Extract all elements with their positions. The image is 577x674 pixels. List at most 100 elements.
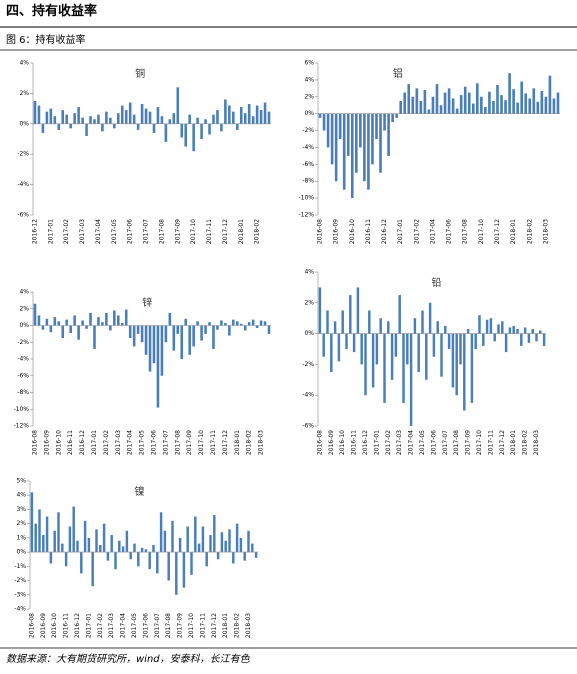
bar — [536, 101, 540, 114]
bar — [116, 113, 120, 124]
bar — [516, 102, 519, 114]
bar — [247, 322, 251, 326]
bar — [235, 523, 239, 553]
x-tick-label: 2016-09 — [43, 430, 50, 455]
x-tick-label: 2017-08 — [453, 430, 460, 455]
bar — [163, 530, 167, 553]
bar — [57, 123, 61, 130]
chart: -12% -10% -8% -6% -4% -2% 0% 2% 4% 6% 2016-08 2016-… — [298, 60, 560, 244]
bar — [118, 540, 121, 553]
bar — [451, 98, 455, 114]
bar — [89, 312, 92, 326]
bar — [73, 113, 76, 124]
bar — [171, 520, 174, 553]
chart-title: 铅 — [432, 276, 442, 289]
bar — [116, 315, 120, 326]
bar — [110, 535, 113, 553]
bar — [105, 312, 108, 326]
bar — [160, 116, 164, 124]
y-tick-label: 4% — [19, 60, 29, 67]
bar — [168, 312, 172, 326]
chart: -6% -4% -2% 0% 2% 4% 2016-12 2017-01 2017-02 2017… — [17, 60, 271, 244]
bar — [243, 325, 247, 331]
bar — [120, 322, 124, 326]
bar — [364, 333, 367, 396]
bar — [497, 324, 500, 334]
bar — [504, 333, 508, 353]
bar — [394, 333, 398, 357]
y-tick-label: -10% — [13, 406, 29, 413]
bar — [435, 84, 439, 114]
x-tick-label: 2017-02 — [63, 219, 70, 244]
bar — [101, 322, 104, 326]
bar — [197, 543, 201, 553]
bar — [367, 113, 370, 190]
bar — [330, 113, 334, 165]
x-tick-label: 2016-12 — [79, 430, 86, 455]
figure-caption: 图 6：持有收益率 — [6, 33, 86, 46]
bar — [403, 92, 407, 114]
x-tick-label: 2017-06 — [446, 219, 453, 244]
y-tick-label: 0% — [19, 322, 29, 329]
bar — [228, 105, 231, 124]
x-tick-label: 2017-01 — [397, 219, 404, 244]
x-tick-label: 2017-09 — [174, 219, 181, 244]
bar — [326, 113, 330, 148]
bar — [379, 113, 382, 173]
x-tick-label: 2017-02 — [103, 430, 110, 455]
bar — [69, 325, 72, 334]
bar — [152, 325, 156, 364]
bar — [160, 325, 164, 376]
bar — [204, 119, 207, 124]
bar — [417, 333, 420, 373]
bar — [425, 333, 428, 380]
bar — [102, 523, 106, 553]
bar — [42, 535, 45, 553]
x-tick-label: 2018-01 — [510, 219, 517, 244]
bar — [93, 119, 96, 124]
x-tick-label: 2017-09 — [465, 430, 472, 455]
bar — [318, 113, 322, 118]
bar — [148, 325, 152, 372]
x-tick-label: 2017-03 — [108, 613, 115, 638]
bar — [76, 540, 79, 553]
bar — [99, 545, 102, 553]
bar — [220, 320, 223, 326]
bar — [144, 108, 148, 124]
x-tick-label: 2017-12 — [499, 430, 506, 455]
x-tick-label: 2017-04 — [127, 430, 134, 455]
y-tick-label: -12% — [13, 423, 29, 430]
bar — [45, 516, 49, 553]
bar — [349, 295, 352, 334]
bar — [106, 552, 110, 561]
bar — [64, 552, 68, 567]
x-tick-label: 2017-06 — [430, 430, 437, 455]
x-tick-label: 2018-01 — [510, 430, 517, 455]
x-tick-label: 2016-12 — [362, 430, 369, 455]
bar — [124, 110, 128, 124]
x-tick-label: 2017-10 — [188, 613, 195, 638]
x-tick-label: 2017-11 — [206, 219, 213, 244]
bar — [85, 123, 88, 136]
bar — [407, 84, 411, 114]
bar — [164, 325, 168, 343]
x-tick-label: 2018-02 — [522, 430, 529, 455]
bar — [128, 102, 132, 124]
x-tick-label: 2016-11 — [63, 613, 70, 638]
bar — [520, 333, 523, 346]
y-tick-label: 4% — [16, 492, 26, 499]
y-tick-label: -8% — [302, 178, 314, 185]
bar — [180, 123, 184, 138]
bar — [232, 552, 235, 564]
bar — [49, 552, 53, 564]
bar — [352, 333, 356, 353]
bar — [216, 110, 219, 124]
x-tick-label: 2016-09 — [333, 219, 340, 244]
x-tick-label: 2016-12 — [74, 613, 81, 638]
bar — [322, 113, 326, 131]
x-tick-label: 2017-08 — [174, 430, 181, 455]
bar — [259, 320, 263, 326]
bar — [81, 117, 84, 124]
y-tick-label: 0% — [304, 110, 314, 117]
bar — [508, 327, 512, 334]
